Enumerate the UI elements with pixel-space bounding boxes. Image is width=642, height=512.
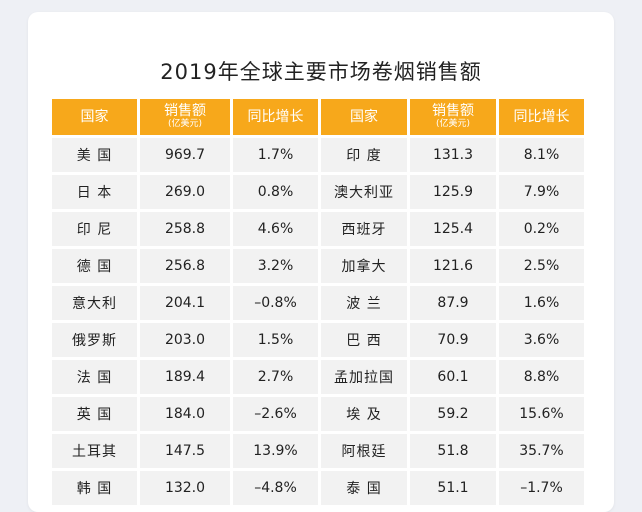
growth-cell: 1.6% bbox=[499, 286, 584, 320]
sales-cell: 132.0 bbox=[140, 471, 230, 505]
table-row: 俄罗斯 203.0 1.5% 巴 西 70.9 3.6% bbox=[52, 323, 584, 357]
sales-cell: 147.5 bbox=[140, 434, 230, 468]
sales-cell: 204.1 bbox=[140, 286, 230, 320]
growth-cell: 0.8% bbox=[233, 175, 318, 209]
growth-cell: 3.2% bbox=[233, 249, 318, 283]
country-cell: 德 国 bbox=[52, 249, 137, 283]
growth-cell: 1.7% bbox=[233, 138, 318, 172]
header-growth-1: 同比增长 bbox=[233, 99, 318, 135]
country-cell: 加拿大 bbox=[321, 249, 407, 283]
country-cell: 英 国 bbox=[52, 397, 137, 431]
header-country-2: 国家 bbox=[321, 99, 407, 135]
sales-cell: 59.2 bbox=[410, 397, 496, 431]
sales-cell: 203.0 bbox=[140, 323, 230, 357]
card: 2019年全球主要市场卷烟销售额 国家 销售额 (亿美元) 同比增长 国家 销售… bbox=[28, 12, 614, 512]
table-row: 英 国 184.0 –2.6% 埃 及 59.2 15.6% bbox=[52, 397, 584, 431]
table-body: 美 国 969.7 1.7% 印 度 131.3 8.1% 日 本 269.0 0.8% 澳大利亚… bbox=[52, 138, 584, 505]
header-sales-label: 销售额 bbox=[164, 103, 206, 119]
growth-cell: –4.8% bbox=[233, 471, 318, 505]
sales-cell: 87.9 bbox=[410, 286, 496, 320]
country-cell: 阿根廷 bbox=[321, 434, 407, 468]
growth-cell: 13.9% bbox=[233, 434, 318, 468]
sales-cell: 131.3 bbox=[410, 138, 496, 172]
header-sales-2: 销售额 (亿美元) bbox=[410, 99, 496, 135]
country-cell: 泰 国 bbox=[321, 471, 407, 505]
growth-cell: –1.7% bbox=[499, 471, 584, 505]
page-title: 2019年全球主要市场卷烟销售额 bbox=[160, 60, 482, 84]
country-cell: 印 尼 bbox=[52, 212, 137, 246]
header-sales-unit: (亿美元) bbox=[167, 119, 203, 129]
sales-cell: 121.6 bbox=[410, 249, 496, 283]
growth-cell: 15.6% bbox=[499, 397, 584, 431]
growth-cell: 0.2% bbox=[499, 212, 584, 246]
table-row: 印 尼 258.8 4.6% 西班牙 125.4 0.2% bbox=[52, 212, 584, 246]
country-cell: 澳大利亚 bbox=[321, 175, 407, 209]
country-cell: 俄罗斯 bbox=[52, 323, 137, 357]
sales-cell: 969.7 bbox=[140, 138, 230, 172]
country-cell: 意大利 bbox=[52, 286, 137, 320]
sales-cell: 269.0 bbox=[140, 175, 230, 209]
country-cell: 西班牙 bbox=[321, 212, 407, 246]
growth-cell: 8.8% bbox=[499, 360, 584, 394]
table-row: 日 本 269.0 0.8% 澳大利亚 125.9 7.9% bbox=[52, 175, 584, 209]
country-cell: 波 兰 bbox=[321, 286, 407, 320]
country-cell: 法 国 bbox=[52, 360, 137, 394]
growth-cell: 2.7% bbox=[233, 360, 318, 394]
country-cell: 巴 西 bbox=[321, 323, 407, 357]
country-cell: 韩 国 bbox=[52, 471, 137, 505]
table-row: 德 国 256.8 3.2% 加拿大 121.6 2.5% bbox=[52, 249, 584, 283]
country-cell: 土耳其 bbox=[52, 434, 137, 468]
table-row: 法 国 189.4 2.7% 孟加拉国 60.1 8.8% bbox=[52, 360, 584, 394]
header-sales-1: 销售额 (亿美元) bbox=[140, 99, 230, 135]
table-row: 意大利 204.1 –0.8% 波 兰 87.9 1.6% bbox=[52, 286, 584, 320]
sales-cell: 60.1 bbox=[410, 360, 496, 394]
header-country-1: 国家 bbox=[52, 99, 137, 135]
country-cell: 埃 及 bbox=[321, 397, 407, 431]
header-sales-label: 销售额 bbox=[432, 103, 474, 119]
table-row: 土耳其 147.5 13.9% 阿根廷 51.8 35.7% bbox=[52, 434, 584, 468]
growth-cell: 7.9% bbox=[499, 175, 584, 209]
growth-cell: 35.7% bbox=[499, 434, 584, 468]
sales-cell: 184.0 bbox=[140, 397, 230, 431]
country-cell: 美 国 bbox=[52, 138, 137, 172]
growth-cell: 3.6% bbox=[499, 323, 584, 357]
country-cell: 日 本 bbox=[52, 175, 137, 209]
header-sales-unit: (亿美元) bbox=[435, 119, 471, 129]
country-cell: 印 度 bbox=[321, 138, 407, 172]
country-cell: 孟加拉国 bbox=[321, 360, 407, 394]
sales-cell: 189.4 bbox=[140, 360, 230, 394]
growth-cell: –2.6% bbox=[233, 397, 318, 431]
sales-cell: 51.8 bbox=[410, 434, 496, 468]
table-row: 韩 国 132.0 –4.8% 泰 国 51.1 –1.7% bbox=[52, 471, 584, 505]
table-header-row: 国家 销售额 (亿美元) 同比增长 国家 销售额 (亿美元) 同比增长 bbox=[52, 99, 584, 135]
sales-cell: 125.9 bbox=[410, 175, 496, 209]
growth-cell: –0.8% bbox=[233, 286, 318, 320]
growth-cell: 1.5% bbox=[233, 323, 318, 357]
sales-cell: 51.1 bbox=[410, 471, 496, 505]
sales-cell: 70.9 bbox=[410, 323, 496, 357]
sales-cell: 256.8 bbox=[140, 249, 230, 283]
sales-cell: 258.8 bbox=[140, 212, 230, 246]
growth-cell: 2.5% bbox=[499, 249, 584, 283]
growth-cell: 8.1% bbox=[499, 138, 584, 172]
sales-cell: 125.4 bbox=[410, 212, 496, 246]
growth-cell: 4.6% bbox=[233, 212, 318, 246]
header-growth-2: 同比增长 bbox=[499, 99, 584, 135]
table-row: 美 国 969.7 1.7% 印 度 131.3 8.1% bbox=[52, 138, 584, 172]
